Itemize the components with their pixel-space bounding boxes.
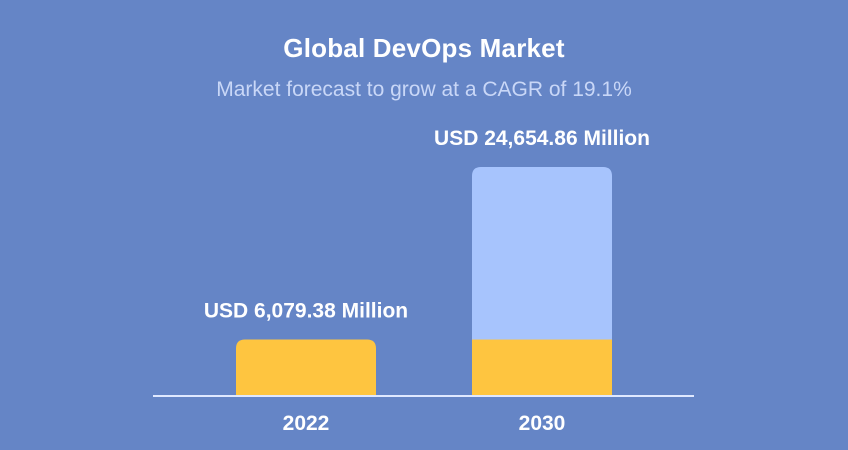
bar-2030-base — [472, 339, 612, 396]
chart-subtitle: Market forecast to grow at a CAGR of 19.… — [216, 78, 632, 101]
value-label-2030: USD 24,654.86 Million — [434, 127, 650, 150]
bar-2030-growth — [472, 167, 612, 396]
labels-group: USD 6,079.38 Million 2022 USD 24,654.86 Mi… — [204, 127, 650, 435]
chart-title: Global DevOps Market — [283, 33, 565, 63]
tick-label-2030: 2030 — [519, 412, 566, 435]
tick-label-2022: 2022 — [283, 412, 330, 435]
value-label-2022: USD 6,079.38 Million — [204, 300, 408, 323]
bar-2022 — [236, 339, 376, 396]
bars-group — [236, 167, 612, 396]
